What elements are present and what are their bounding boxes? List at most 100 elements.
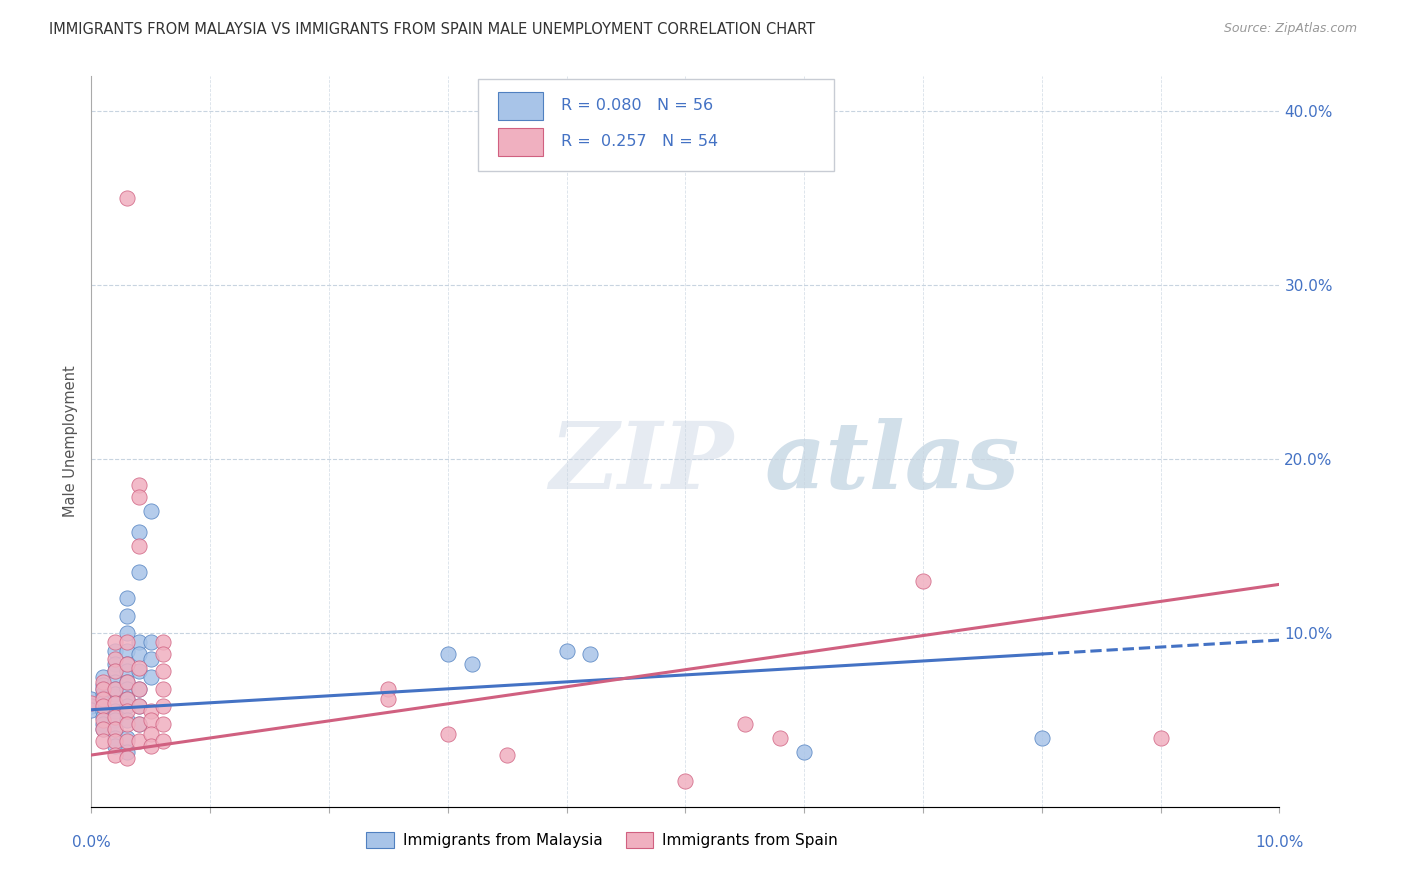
Point (80, 692, 103, 706)
Point (139, 705, 162, 719)
Point (104, 747, 127, 762)
Point (152, 681, 174, 696)
Point (555, 643, 578, 657)
Point (128, 699, 150, 714)
Point (80, 703, 103, 717)
Point (128, 716, 150, 731)
Point (91, 674, 114, 689)
Text: ZIP: ZIP (548, 418, 733, 508)
Point (1149, 731, 1171, 745)
Point (139, 727, 162, 741)
Point (115, 731, 138, 745)
Point (91, 692, 114, 706)
Point (128, 565, 150, 579)
Point (104, 652, 127, 666)
Point (115, 734, 138, 748)
Point (115, 713, 138, 727)
Point (911, 574, 934, 588)
Point (115, 643, 138, 657)
Text: atlas: atlas (765, 418, 1021, 508)
Point (128, 681, 150, 696)
Point (152, 665, 174, 679)
FancyBboxPatch shape (498, 92, 543, 120)
Point (460, 657, 482, 672)
Point (104, 696, 127, 710)
Point (139, 670, 162, 684)
Point (115, 692, 138, 706)
Point (104, 713, 127, 727)
Point (115, 665, 138, 679)
Point (139, 635, 162, 649)
Text: 10.0%: 10.0% (1256, 835, 1303, 850)
Point (734, 716, 756, 731)
Point (115, 674, 138, 689)
Point (104, 657, 127, 672)
Point (115, 657, 138, 672)
Point (91, 734, 114, 748)
Point (793, 745, 815, 759)
Point (139, 713, 162, 727)
Point (139, 739, 162, 754)
Point (152, 699, 174, 714)
Point (104, 674, 127, 689)
Point (139, 504, 162, 518)
Point (115, 191, 138, 205)
Point (104, 722, 127, 736)
Point (80, 699, 103, 714)
Point (128, 665, 150, 679)
Point (104, 705, 127, 719)
Point (104, 739, 127, 754)
Point (128, 681, 150, 696)
FancyBboxPatch shape (478, 79, 834, 171)
Point (115, 608, 138, 623)
Point (115, 692, 138, 706)
Point (436, 647, 458, 661)
Point (152, 716, 174, 731)
Point (91, 699, 114, 714)
Point (128, 661, 150, 675)
FancyBboxPatch shape (498, 128, 543, 155)
Point (377, 692, 399, 706)
Point (104, 734, 127, 748)
Point (91, 690, 114, 705)
Point (673, 774, 696, 789)
Point (128, 716, 150, 731)
Point (115, 699, 138, 714)
Point (128, 539, 150, 553)
Point (115, 716, 138, 731)
Point (91, 681, 114, 696)
Point (115, 657, 138, 672)
Point (128, 734, 150, 748)
Point (128, 490, 150, 504)
Point (91, 709, 114, 723)
Point (91, 681, 114, 696)
Point (91, 722, 114, 736)
Point (91, 687, 114, 701)
Point (128, 478, 150, 492)
Point (579, 647, 602, 661)
Point (152, 647, 174, 661)
Point (104, 665, 127, 679)
Text: 0.0%: 0.0% (72, 835, 111, 850)
Point (115, 681, 138, 696)
Point (91, 696, 114, 710)
Point (115, 751, 138, 765)
Point (104, 681, 127, 696)
Point (104, 665, 127, 679)
Point (104, 681, 127, 696)
Text: IMMIGRANTS FROM MALAYSIA VS IMMIGRANTS FROM SPAIN MALE UNEMPLOYMENT CORRELATION : IMMIGRANTS FROM MALAYSIA VS IMMIGRANTS F… (49, 22, 815, 37)
Point (115, 591, 138, 606)
Point (115, 674, 138, 689)
Point (104, 731, 127, 745)
Point (104, 635, 127, 649)
Point (128, 635, 150, 649)
Point (104, 709, 127, 723)
Point (115, 705, 138, 719)
Point (128, 525, 150, 540)
Text: R =  0.257   N = 54: R = 0.257 N = 54 (561, 134, 718, 149)
Point (1031, 731, 1053, 745)
Point (91, 670, 114, 684)
Point (139, 652, 162, 666)
Y-axis label: Male Unemployment: Male Unemployment (63, 366, 79, 517)
Point (104, 722, 127, 736)
